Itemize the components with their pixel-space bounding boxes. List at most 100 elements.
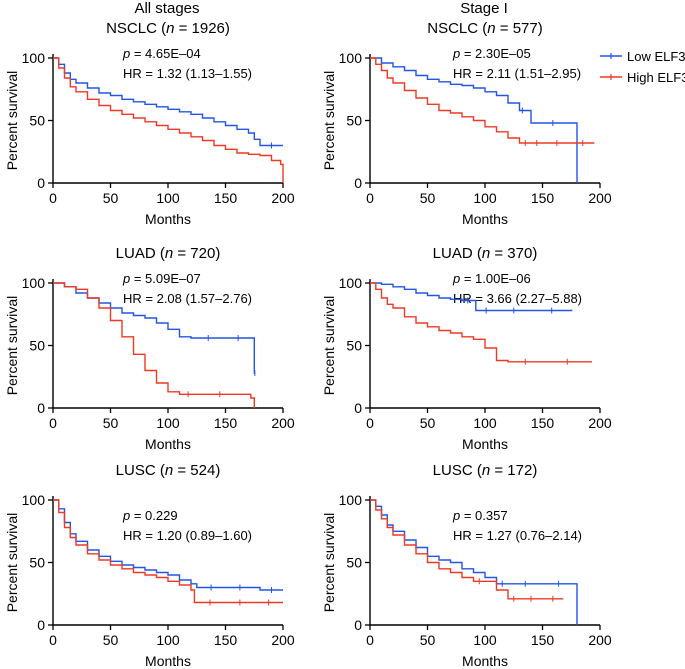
stat-hazard-ratio: HR = 1.20 (0.89–1.60)	[123, 528, 252, 543]
stat-hazard-ratio: HR = 2.11 (1.51–2.95)	[453, 66, 581, 81]
y-tick-label: 100	[339, 50, 363, 66]
x-tick-label: 200	[271, 415, 295, 431]
x-tick-label: 0	[366, 190, 374, 206]
stat-hazard-ratio: HR = 1.32 (1.13–1.55)	[123, 66, 252, 81]
panel-luad-stage1: LUAD (n = 370) 0 50 100 0 50 100 150 200 Months Pe…	[321, 245, 612, 452]
stat-hazard-ratio: HR = 2.08 (1.57–2.76)	[123, 291, 252, 306]
panel-title-suffix: = 577)	[496, 20, 543, 37]
y-tick-label: 0	[354, 617, 362, 633]
y-tick-label: 100	[339, 275, 363, 291]
x-tick-label: 150	[531, 632, 555, 648]
panel-title: LUAD (n = 370)	[433, 245, 538, 262]
panel-title-prefix: NSCLC (	[427, 20, 487, 37]
x-axis-label: Months	[145, 436, 191, 452]
panel-title-n: n	[487, 20, 495, 37]
panel-title-suffix: = 1926)	[174, 20, 229, 37]
stat-p-number: = 0.357	[460, 508, 507, 523]
low-elf3-curve	[370, 57, 578, 183]
column-header-all-stages: All stages	[134, 0, 199, 17]
x-tick-label: 200	[271, 632, 295, 648]
stat-p-value: p = 0.357	[452, 508, 508, 523]
panel-title: LUAD (n = 720)	[116, 245, 221, 262]
panel-title: NSCLC (n = 1926)	[106, 20, 230, 37]
x-tick-label: 150	[531, 190, 555, 206]
panel-title-n: n	[166, 20, 174, 37]
stat-p-number: = 0.229	[130, 508, 177, 523]
x-tick-label: 0	[49, 190, 57, 206]
panel-nsclc-all: NSCLC (n = 1926) 0 50 100 0 50 100 150 200 Months…	[4, 20, 295, 227]
stat-p-symbol: p	[122, 271, 130, 286]
stat-p-value: p = 0.229	[122, 508, 178, 523]
x-axis-label: Months	[145, 211, 191, 227]
x-tick-label: 50	[103, 415, 119, 431]
y-tick-label: 0	[37, 400, 45, 416]
stat-hazard-ratio: HR = 3.66 (2.27–5.88)	[453, 291, 582, 306]
panel-title-suffix: = 370)	[490, 245, 537, 262]
x-tick-label: 100	[473, 632, 497, 648]
x-tick-label: 100	[156, 415, 180, 431]
y-tick-label: 50	[29, 113, 45, 129]
stat-p-number: = 2.30E–05	[460, 46, 530, 61]
panel-title-suffix: = 720)	[173, 245, 220, 262]
x-axis-label: Months	[462, 653, 508, 669]
stat-p-symbol: p	[122, 46, 130, 61]
panel-title-prefix: LUAD (	[433, 245, 482, 262]
x-tick-label: 100	[473, 190, 497, 206]
panel-title-prefix: LUSC (	[116, 462, 165, 479]
y-tick-label: 100	[339, 492, 363, 508]
stat-p-symbol: p	[452, 271, 460, 286]
high-elf3-curve	[370, 57, 595, 144]
y-tick-label: 0	[354, 175, 362, 191]
panel-title-n: n	[165, 245, 173, 262]
x-tick-label: 50	[420, 190, 436, 206]
x-tick-label: 100	[156, 190, 180, 206]
y-axis-label: Percent survival	[321, 71, 337, 171]
panel-title-prefix: LUAD (	[116, 245, 165, 262]
panel-title-prefix: NSCLC (	[106, 20, 166, 37]
panel-title-suffix: = 524)	[173, 462, 220, 479]
high-elf3-curve	[370, 499, 564, 600]
y-tick-label: 50	[346, 113, 362, 129]
low-elf3-curve	[53, 282, 256, 374]
y-axis-label: Percent survival	[321, 513, 337, 613]
x-axis-label: Months	[462, 211, 508, 227]
x-tick-label: 0	[49, 415, 57, 431]
stat-p-value: p = 5.09E–07	[122, 271, 201, 286]
panel-title: NSCLC (n = 577)	[427, 20, 542, 37]
stat-p-value: p = 2.30E–05	[452, 46, 531, 61]
stat-p-number: = 4.65E–04	[130, 46, 200, 61]
x-tick-label: 50	[420, 415, 436, 431]
y-tick-label: 100	[22, 275, 46, 291]
panel-title-suffix: = 172)	[490, 462, 537, 479]
x-tick-label: 100	[473, 415, 497, 431]
y-tick-label: 100	[22, 492, 46, 508]
y-tick-label: 0	[37, 175, 45, 191]
stat-p-value: p = 4.65E–04	[122, 46, 201, 61]
low-elf3-curve	[370, 282, 573, 312]
y-axis-label: Percent survival	[4, 513, 20, 613]
low-elf3-curve	[53, 57, 283, 147]
panel-title: LUSC (n = 172)	[433, 462, 538, 479]
high-elf3-curve	[53, 282, 255, 408]
legend-high-label: High ELF3	[627, 70, 685, 85]
y-tick-label: 0	[354, 400, 362, 416]
panel-luad-all: LUAD (n = 720) 0 50 100 0 50 100 150 200 Months Pe…	[4, 245, 295, 452]
column-header-stage-i: Stage I	[460, 0, 508, 17]
x-tick-label: 150	[214, 190, 238, 206]
x-tick-label: 0	[49, 632, 57, 648]
x-tick-label: 50	[420, 632, 436, 648]
high-elf3-curve	[53, 499, 283, 604]
x-axis-label: Months	[145, 653, 191, 669]
panel-title-prefix: LUSC (	[433, 462, 482, 479]
x-tick-label: 50	[103, 190, 119, 206]
x-tick-label: 0	[366, 415, 374, 431]
x-tick-label: 200	[588, 632, 612, 648]
x-tick-label: 200	[588, 415, 612, 431]
x-tick-label: 200	[588, 190, 612, 206]
x-tick-label: 150	[531, 415, 555, 431]
x-tick-label: 150	[214, 415, 238, 431]
panel-lusc-stage1: LUSC (n = 172) 0 50 100 0 50 100 150 200 Months Pe…	[321, 462, 612, 669]
panel-nsclc-stage1: NSCLC (n = 577) 0 50 100 0 50 100 150 200 Months P…	[321, 20, 612, 227]
